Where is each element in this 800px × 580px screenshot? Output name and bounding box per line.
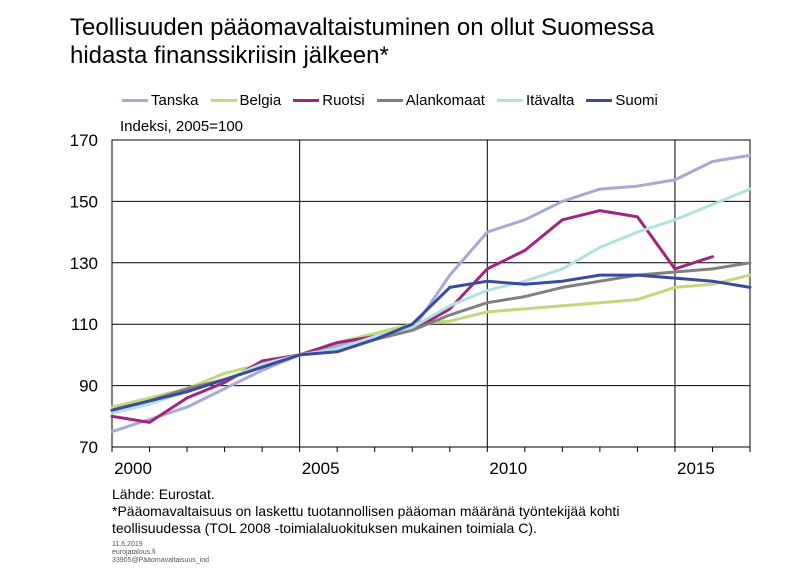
series-line-suomi [110,273,752,412]
x-tick-label-2015: 2015 [677,459,715,478]
y-axis-label: Indeksi, 2005=100 [120,118,244,135]
legend-label-belgia: Belgia [239,92,282,109]
legend-swatch-itavalta [496,99,523,102]
chart-site: eurojatalous.fi [112,549,156,556]
chart-title-line-1: Teollisuuden pääomavaltaistuminen on oll… [70,14,655,41]
x-tick-label-2010: 2010 [489,459,527,478]
chart-metadata: 11.6.2019 eurojatalous.fi 33905@Pääomava… [112,541,209,565]
chart-code: 33905@Pääomavaltaisuus_ind [112,557,210,564]
series-line-tanska [110,153,752,434]
x-tick-label-2005: 2005 [302,459,340,478]
x-tick-label-2000: 2000 [114,459,152,478]
legend-swatch-belgia [210,99,237,102]
chart-title: Teollisuuden pääomavaltaistuminen on oll… [70,14,790,70]
chart-title-line-2: hidasta finanssikriisin jälkeen* [70,42,389,69]
legend-label-suomi: Suomi [615,92,658,109]
source-text: Lähde: Eurostat. [112,486,215,502]
series-line-belgia [110,273,752,409]
series-line-ruotsi [110,209,714,424]
footnote-line-1: *Pääomavaltaisuus on laskettu tuotannoll… [112,503,620,519]
y-tick-label-70: 70 [79,438,98,457]
y-tick-label-150: 150 [70,192,98,211]
legend-swatch-suomi [586,99,613,102]
legend-swatch-alankomaat [376,99,403,102]
legend-swatch-ruotsi [293,99,320,102]
legend-item-ruotsi: Ruotsi [293,92,365,109]
legend-item-itavalta: Itävalta [496,92,575,109]
legend-label-ruotsi: Ruotsi [322,92,365,109]
chart-legend: Tanska Belgia Ruotsi Alankomaat Itävalta… [122,92,670,109]
chart-date: 11.6.2019 [112,541,143,548]
legend-item-belgia: Belgia [210,92,282,109]
legend-label-tanska: Tanska [151,92,199,109]
legend-item-alankomaat: Alankomaat [376,92,485,109]
y-tick-label-90: 90 [79,377,98,396]
legend-item-tanska: Tanska [122,92,199,109]
chart-footer: Lähde: Eurostat. *Pääomavaltaisuus on la… [112,486,772,537]
y-tick-label-110: 110 [71,315,98,334]
y-tick-label-130: 130 [70,254,98,273]
legend-label-itavalta: Itävalta [525,92,575,109]
y-tick-label-170: 170 [70,131,98,150]
legend-item-suomi: Suomi [586,92,658,109]
legend-label-alankomaat: Alankomaat [405,92,485,109]
footnote-line-2: teollisuudessa (TOL 2008 -toimialaluokit… [112,520,537,536]
legend-swatch-tanska [122,99,148,102]
